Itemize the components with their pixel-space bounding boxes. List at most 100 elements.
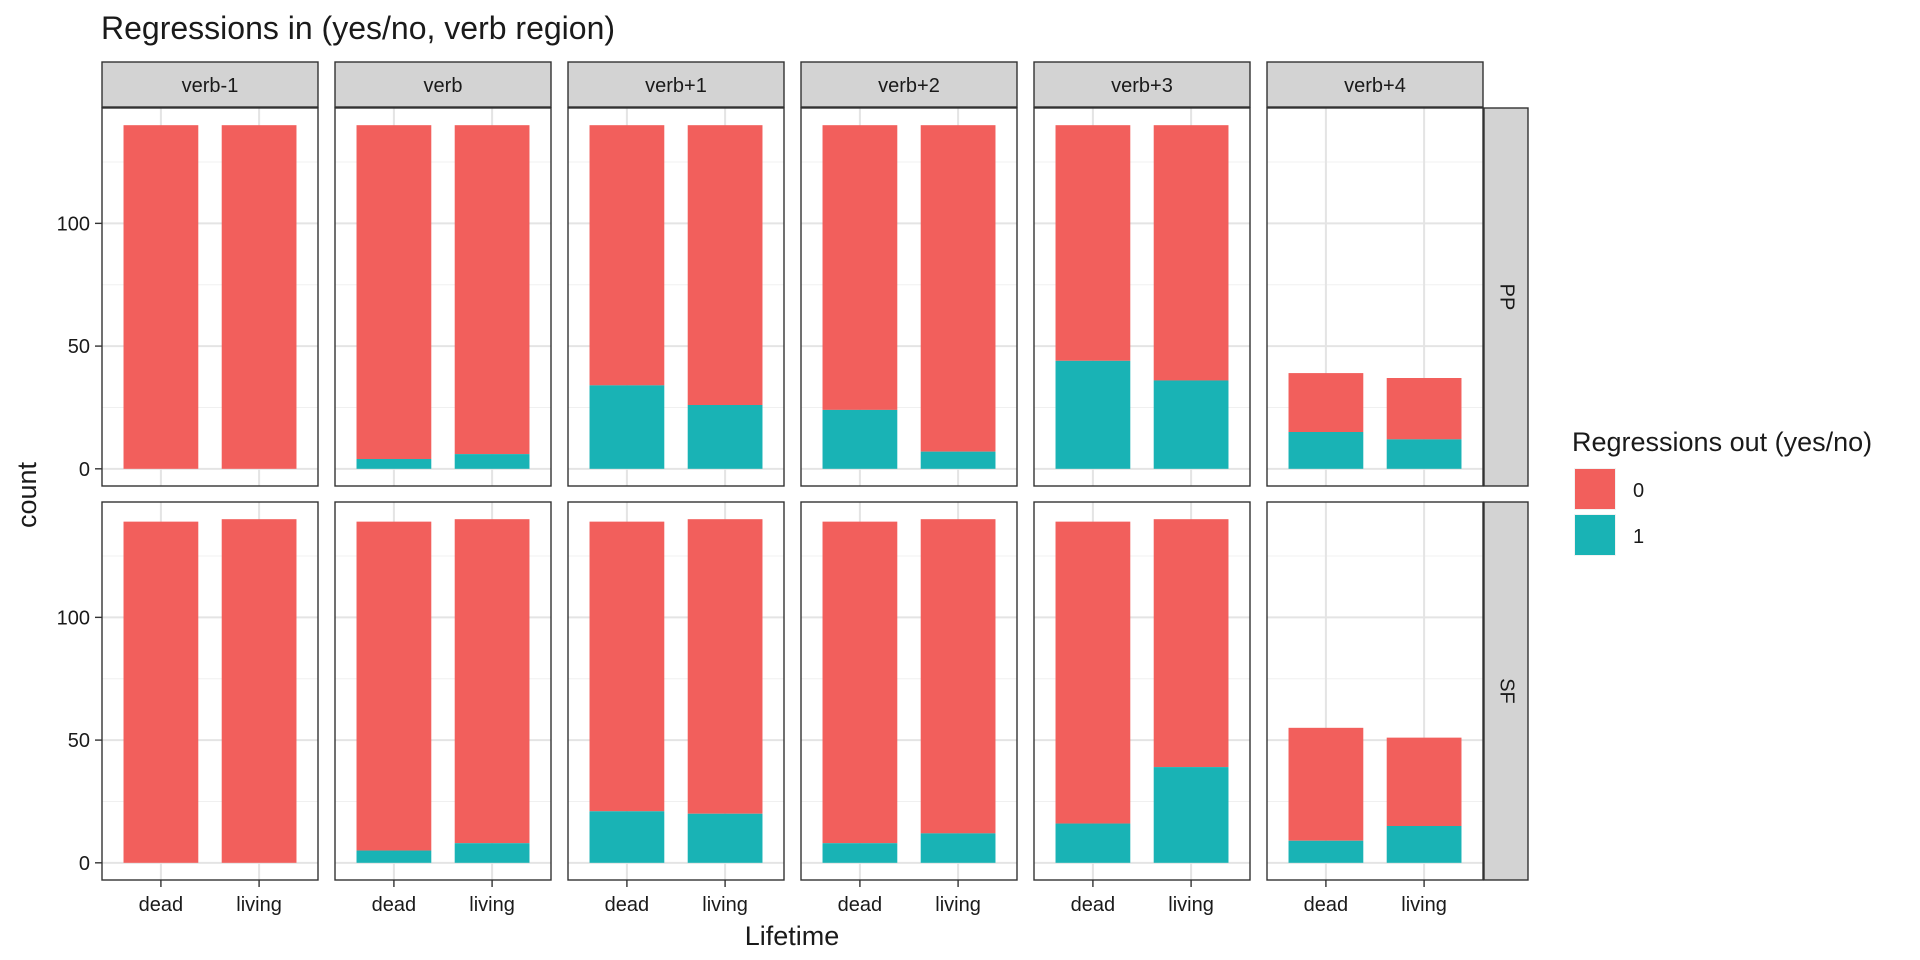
y-tick-label: 100	[57, 607, 90, 629]
bar-segment-0	[221, 125, 297, 469]
x-tick-label: living	[935, 894, 981, 916]
x-tick-label: dead	[372, 894, 417, 916]
bar-segment-0	[687, 519, 763, 814]
bar-segment-1	[687, 405, 763, 469]
bar-segment-1	[1288, 840, 1364, 863]
bar-segment-1	[822, 409, 898, 469]
bar-segment-0	[356, 521, 432, 851]
bar-segment-0	[1288, 373, 1364, 432]
bar-segment-1	[1288, 432, 1364, 469]
bar-segment-0	[1153, 519, 1229, 768]
bar-segment-0	[123, 521, 199, 863]
panel-border	[1033, 107, 1251, 487]
facet-strip-SF	[1483, 501, 1529, 881]
bar-segment-1	[1055, 360, 1131, 469]
bar-segment-1	[589, 811, 665, 863]
legend-label: 1	[1633, 526, 1644, 548]
bar-segment-1	[920, 451, 996, 469]
bar-segment-1	[1386, 439, 1462, 469]
bar-segment-1	[1153, 767, 1229, 863]
y-tick-label: 50	[68, 336, 90, 358]
x-tick-label: dead	[1304, 894, 1349, 916]
y-tick-label: 0	[79, 853, 90, 875]
x-tick-label: dead	[139, 894, 184, 916]
bar-segment-0	[454, 125, 530, 455]
bar-segment-0	[1153, 125, 1229, 381]
x-tick-label: dead	[838, 894, 883, 916]
facet-strip-label: PP	[1496, 284, 1518, 311]
facet-strip-verb	[334, 61, 552, 108]
panel-border	[567, 107, 785, 487]
bar-segment-1	[356, 850, 432, 863]
panel-border	[1033, 501, 1251, 881]
bar-segment-0	[822, 125, 898, 410]
facet-strip-label: verb+3	[1111, 75, 1173, 97]
bar-segment-1	[687, 813, 763, 863]
facet-strip-label: verb+1	[645, 75, 707, 97]
bar-segment-1	[822, 843, 898, 863]
facet-strip-verb+2	[800, 61, 1018, 108]
bar-segment-0	[822, 521, 898, 844]
x-tick-label: living	[236, 894, 282, 916]
bar-segment-0	[589, 125, 665, 386]
legend-key-0	[1575, 469, 1615, 509]
bar-segment-1	[1055, 823, 1131, 863]
bar-segment-0	[221, 519, 297, 863]
bar-segment-0	[1055, 125, 1131, 361]
legend-title: Regressions out (yes/no)	[1572, 427, 1872, 457]
bar-segment-0	[123, 125, 199, 469]
facet-strip-label: verb+4	[1344, 75, 1406, 97]
legend-label: 0	[1633, 480, 1644, 502]
x-tick-label: dead	[605, 894, 650, 916]
bar-segment-1	[356, 459, 432, 469]
chart-title: Regressions in (yes/no, verb region)	[101, 10, 615, 46]
panel-border	[1266, 501, 1484, 881]
x-tick-label: living	[1168, 894, 1214, 916]
facet-strip-label: verb-1	[182, 75, 239, 97]
bar-segment-0	[687, 125, 763, 405]
bar-segment-0	[454, 519, 530, 844]
y-axis-title: count	[12, 461, 42, 528]
bar-segment-0	[1386, 737, 1462, 826]
panel-border	[334, 107, 552, 487]
bar-segment-1	[454, 454, 530, 469]
panel-border	[567, 501, 785, 881]
facet-strip-PP	[1483, 107, 1529, 487]
y-tick-label: 0	[79, 459, 90, 481]
facet-strip-verb+1	[567, 61, 785, 108]
bar-segment-0	[1288, 727, 1364, 841]
bar-segment-0	[589, 521, 665, 812]
facet-strip-label: verb	[424, 75, 463, 97]
bar-segment-0	[920, 519, 996, 834]
legend-key-1	[1575, 515, 1615, 555]
facet-strip-verb-1	[101, 61, 319, 108]
x-tick-label: living	[702, 894, 748, 916]
bar-segment-1	[1153, 380, 1229, 469]
facet-strip-label: SF	[1496, 678, 1518, 704]
facet-strip-label: verb+2	[878, 75, 940, 97]
panel-border	[800, 501, 1018, 881]
x-tick-label: living	[1401, 894, 1447, 916]
bar-segment-0	[356, 125, 432, 459]
x-tick-label: dead	[1071, 894, 1116, 916]
bar-segment-1	[589, 385, 665, 469]
bar-segment-0	[1386, 378, 1462, 440]
panel-border	[1266, 107, 1484, 487]
panel-border	[101, 107, 319, 487]
panel-border	[800, 107, 1018, 487]
bar-segment-1	[920, 833, 996, 863]
bar-segment-1	[1386, 826, 1462, 863]
y-tick-label: 50	[68, 730, 90, 752]
y-tick-label: 100	[57, 213, 90, 235]
panel-border	[101, 501, 319, 881]
bar-segment-0	[920, 125, 996, 452]
facet-strip-verb+4	[1266, 61, 1484, 108]
facet-strip-verb+3	[1033, 61, 1251, 108]
x-tick-label: living	[469, 894, 515, 916]
bar-segment-1	[454, 843, 530, 863]
bar-segment-0	[1055, 521, 1131, 824]
panel-border	[334, 501, 552, 881]
legend: Regressions out (yes/no) 0 1	[1572, 427, 1872, 556]
facet-panels: verb-1 verb verb+1 verb+2 verb+3 verb+4 PP SF 0 5…	[57, 61, 1529, 916]
